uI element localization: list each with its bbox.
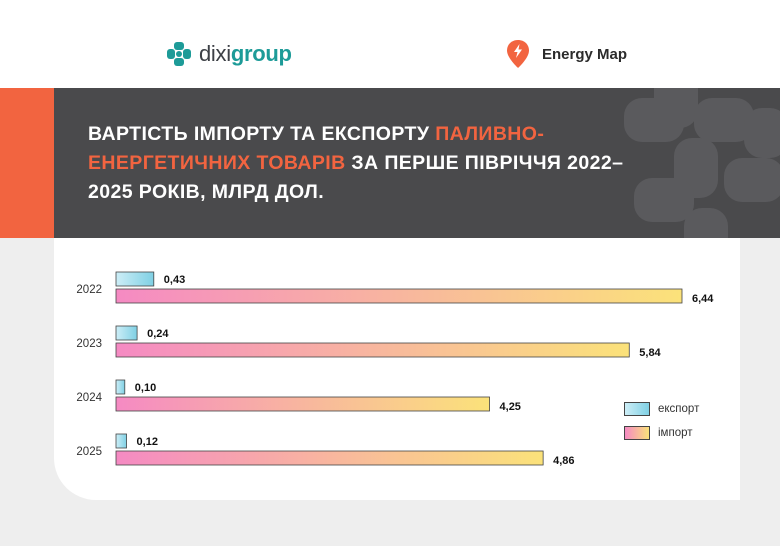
legend-item-export: експорт bbox=[624, 400, 699, 418]
category-label-2023: 2023 bbox=[76, 338, 102, 350]
legend-swatch-import bbox=[624, 426, 650, 440]
category-label-2025: 2025 bbox=[76, 446, 102, 458]
category-label-2024: 2024 bbox=[76, 392, 102, 404]
decorative-pattern-icon bbox=[624, 88, 780, 238]
legend-label-import: імпорт bbox=[658, 427, 693, 439]
data-label-export-2022: 0,43 bbox=[164, 274, 185, 286]
bar-export-2023 bbox=[115, 325, 138, 341]
legend-swatch-export bbox=[624, 402, 650, 416]
category-label-2022: 2022 bbox=[76, 284, 102, 296]
dixigroup-wordmark: dixigroup bbox=[199, 41, 292, 66]
bar-export-2024 bbox=[115, 379, 126, 395]
title-part2: ЗА ПЕРШЕ ПІВРІЧЧЯ 2022–2025 РОКІВ, МЛРД … bbox=[88, 152, 624, 203]
bar-export-2022 bbox=[115, 271, 155, 287]
data-label-import-2022: 6,44 bbox=[692, 293, 714, 305]
map-pin-bolt-icon bbox=[507, 40, 529, 68]
title-highlight: ПАЛИВНО-ЕНЕРГЕТИЧНИХ ТОВАРІВ bbox=[88, 123, 545, 174]
title-band: ВАРТІСТЬ ІМПОРТУ ТА ЕКСПОРТУ ПАЛИВНО-ЕНЕ… bbox=[54, 88, 780, 238]
bar-import-2022 bbox=[115, 288, 683, 304]
bar-import-2025 bbox=[115, 450, 544, 466]
header: dixigroup Energy Map bbox=[0, 0, 780, 88]
data-label-import-2023: 5,84 bbox=[639, 347, 661, 359]
bar-export-2025 bbox=[115, 433, 127, 449]
bar-import-2024 bbox=[115, 396, 490, 412]
data-label-import-2025: 4,86 bbox=[553, 455, 574, 467]
dixigroup-logo: dixigroup bbox=[165, 38, 292, 70]
data-label-import-2024: 4,25 bbox=[500, 401, 521, 413]
title-part1: ВАРТІСТЬ ІМПОРТУ ТА ЕКСПОРТУ bbox=[88, 123, 436, 145]
data-label-export-2025: 0,12 bbox=[137, 436, 158, 448]
accent-bar bbox=[0, 88, 54, 238]
legend: експорт імпорт bbox=[624, 400, 699, 448]
data-label-export-2024: 0,10 bbox=[135, 382, 156, 394]
data-label-export-2023: 0,24 bbox=[147, 328, 169, 340]
legend-label-export: експорт bbox=[658, 403, 700, 415]
page-title: ВАРТІСТЬ ІМПОРТУ ТА ЕКСПОРТУ ПАЛИВНО-ЕНЕ… bbox=[88, 120, 648, 207]
energymap-logo: Energy Map bbox=[506, 38, 627, 70]
dixigroup-logo-icon bbox=[167, 42, 191, 66]
bar-import-2023 bbox=[115, 342, 630, 358]
energymap-wordmark: Energy Map bbox=[542, 45, 628, 63]
legend-item-import: імпорт bbox=[624, 424, 699, 442]
